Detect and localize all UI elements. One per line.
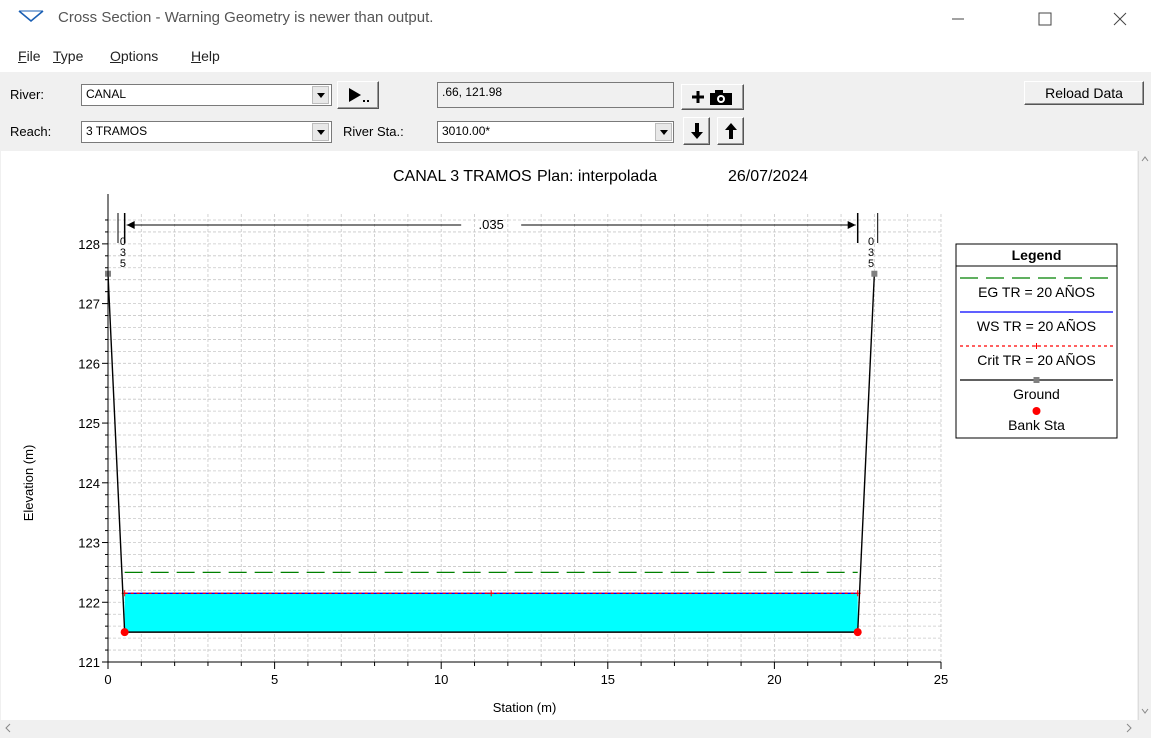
chevron-down-icon — [316, 92, 325, 98]
arrow-up-icon — [724, 123, 737, 139]
river-value: CANAL — [86, 87, 127, 101]
reach-label: Reach: — [10, 124, 52, 139]
river-sta-value: 3010.00* — [442, 124, 491, 138]
y-tick-label: 121 — [78, 655, 100, 670]
manning-side-label: 0 — [868, 236, 874, 248]
x-tick-label: 0 — [104, 672, 111, 687]
scroll-arrows-icon — [1141, 156, 1149, 714]
chart-title-date: 26/07/2024 — [728, 168, 808, 185]
manning-side-label: 0 — [120, 236, 126, 248]
chevron-down-icon — [316, 129, 325, 135]
river-dropdown-arrow[interactable] — [312, 86, 329, 104]
legend-title: Legend — [1012, 247, 1062, 263]
x-tick-label: 15 — [601, 672, 615, 687]
minimize-button[interactable] — [935, 0, 981, 38]
river-sta-combo[interactable]: 3010.00* — [437, 121, 674, 143]
scroll-arrows-icon — [5, 723, 1132, 733]
legend-entry: Crit TR = 20 AÑOS — [977, 352, 1095, 368]
manning-value: .035 — [479, 217, 504, 232]
next-station-down-button[interactable] — [683, 117, 710, 145]
x-tick-label: 25 — [934, 672, 948, 687]
chevron-down-icon — [659, 129, 668, 135]
title-bar — [0, 0, 1151, 40]
bank-sta-point — [120, 628, 129, 637]
x-tick-label: 20 — [767, 672, 781, 687]
manning-side-label: 3 — [868, 247, 874, 259]
next-station-up-button[interactable] — [717, 117, 744, 145]
legend-swatch — [1032, 407, 1041, 415]
x-axis-label: Station (m) — [493, 700, 557, 715]
y-tick-label: 122 — [78, 595, 100, 610]
legend: Legend EG TR = 20 AÑOS WS TR = 20 AÑOS Crit… — [955, 243, 1118, 439]
water-fill — [124, 593, 858, 633]
arrow-down-icon — [690, 123, 703, 139]
minimize-icon — [952, 18, 964, 20]
reach-combo[interactable]: 3 TRAMOS — [81, 121, 332, 143]
river-combo[interactable]: CANAL — [81, 84, 332, 106]
coords-field: .66, 121.98 — [437, 82, 674, 108]
horizontal-scrollbar[interactable] — [0, 720, 1151, 735]
menu-help[interactable]: Help — [191, 48, 220, 64]
arrow-left-icon — [126, 221, 135, 229]
reload-data-label: Reload Data — [1045, 85, 1123, 101]
legend-entry: Bank Sta — [1008, 417, 1065, 433]
y-tick-label: 128 — [78, 237, 100, 252]
y-tick-label: 123 — [78, 536, 100, 551]
ground-end-marker — [871, 270, 878, 277]
menu-bar — [0, 40, 1151, 72]
window-title: Cross Section - Warning Geometry is newe… — [58, 9, 434, 26]
chart-title-name: CANAL 3 TRAMOS — [393, 168, 532, 185]
close-button[interactable] — [1097, 0, 1143, 38]
vertical-scrollbar[interactable] — [1138, 151, 1151, 720]
reach-dropdown-arrow[interactable] — [312, 123, 329, 141]
arrow-right-icon — [847, 221, 856, 229]
manning-side-label: 5 — [868, 258, 874, 270]
legend-box — [955, 243, 1118, 439]
play-button[interactable] — [337, 81, 379, 109]
reach-value: 3 TRAMOS — [86, 124, 148, 138]
legend-entry: WS TR = 20 AÑOS — [977, 318, 1096, 334]
bank-sta-point — [853, 628, 862, 637]
app-icon — [18, 10, 44, 23]
river-sta-dropdown-arrow[interactable] — [655, 123, 672, 141]
river-label: River: — [10, 87, 44, 102]
maximize-icon — [1038, 12, 1052, 26]
close-icon — [1113, 12, 1127, 26]
menu-type[interactable]: Type — [53, 48, 84, 64]
add-picture-button[interactable] — [681, 84, 744, 110]
river-sta-label: River Sta.: — [343, 124, 404, 139]
crit-marker — [488, 590, 495, 597]
legend-swatch — [960, 343, 1113, 349]
legend-entry: Ground — [1013, 386, 1060, 402]
y-tick-label: 126 — [78, 356, 100, 371]
x-tick-label: 5 — [271, 672, 278, 687]
play-icon — [349, 88, 369, 102]
series-ground — [107, 273, 876, 633]
y-tick-label: 124 — [78, 476, 100, 491]
y-tick-label: 127 — [78, 297, 100, 312]
legend-entry: EG TR = 20 AÑOS — [978, 284, 1095, 300]
legend-swatch — [960, 377, 1113, 383]
manning-side-label: 3 — [120, 247, 126, 259]
cross-section-chart: 0 5 10 15 20 25 121 122 123 124 125 126 127 128 Statio… — [21, 168, 1118, 715]
reload-data-button[interactable]: Reload Data — [1024, 81, 1144, 105]
manning-side-label: 5 — [120, 258, 126, 270]
y-tick-label: 125 — [78, 416, 100, 431]
menu-file[interactable]: File — [18, 48, 41, 64]
plot-area[interactable]: 0 5 10 15 20 25 121 122 123 124 125 126 127 128 Statio… — [1, 151, 1137, 720]
chart-title-plan: Plan: interpolada — [537, 168, 657, 185]
coords-value: .66, 121.98 — [442, 85, 503, 99]
y-axis-label: Elevation (m) — [21, 445, 36, 522]
plus-camera-icon — [691, 90, 732, 105]
menu-options[interactable]: Options — [110, 48, 159, 64]
x-tick-label: 10 — [434, 672, 448, 687]
maximize-button[interactable] — [1022, 0, 1068, 38]
